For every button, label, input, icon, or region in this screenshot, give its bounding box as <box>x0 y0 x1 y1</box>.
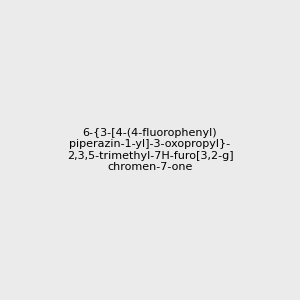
Text: 6-{3-[4-(4-fluorophenyl)
piperazin-1-yl]-3-oxopropyl}-
2,3,5-trimethyl-7H-furo[3: 6-{3-[4-(4-fluorophenyl) piperazin-1-yl]… <box>67 128 233 172</box>
